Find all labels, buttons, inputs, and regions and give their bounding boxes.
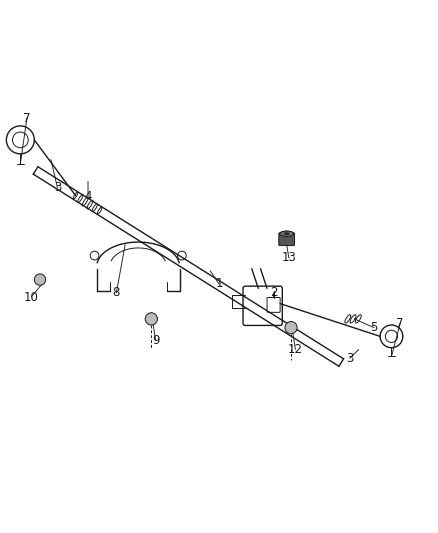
Text: 2: 2 xyxy=(270,286,277,299)
FancyBboxPatch shape xyxy=(279,233,294,246)
Circle shape xyxy=(34,274,46,285)
Text: 5: 5 xyxy=(370,321,378,334)
Circle shape xyxy=(285,321,297,334)
Text: 13: 13 xyxy=(282,251,296,264)
Text: 8: 8 xyxy=(113,286,120,299)
Text: 4: 4 xyxy=(84,190,92,203)
Text: 10: 10 xyxy=(24,290,39,304)
Ellipse shape xyxy=(280,231,293,236)
Ellipse shape xyxy=(284,233,289,235)
Text: 1: 1 xyxy=(215,278,223,290)
Text: 9: 9 xyxy=(152,334,159,347)
Ellipse shape xyxy=(280,231,293,236)
Text: 3: 3 xyxy=(54,181,61,195)
Text: 7: 7 xyxy=(23,111,31,125)
Text: 7: 7 xyxy=(396,317,404,330)
Text: 3: 3 xyxy=(346,352,353,365)
Text: 12: 12 xyxy=(288,343,303,356)
Circle shape xyxy=(145,313,157,325)
